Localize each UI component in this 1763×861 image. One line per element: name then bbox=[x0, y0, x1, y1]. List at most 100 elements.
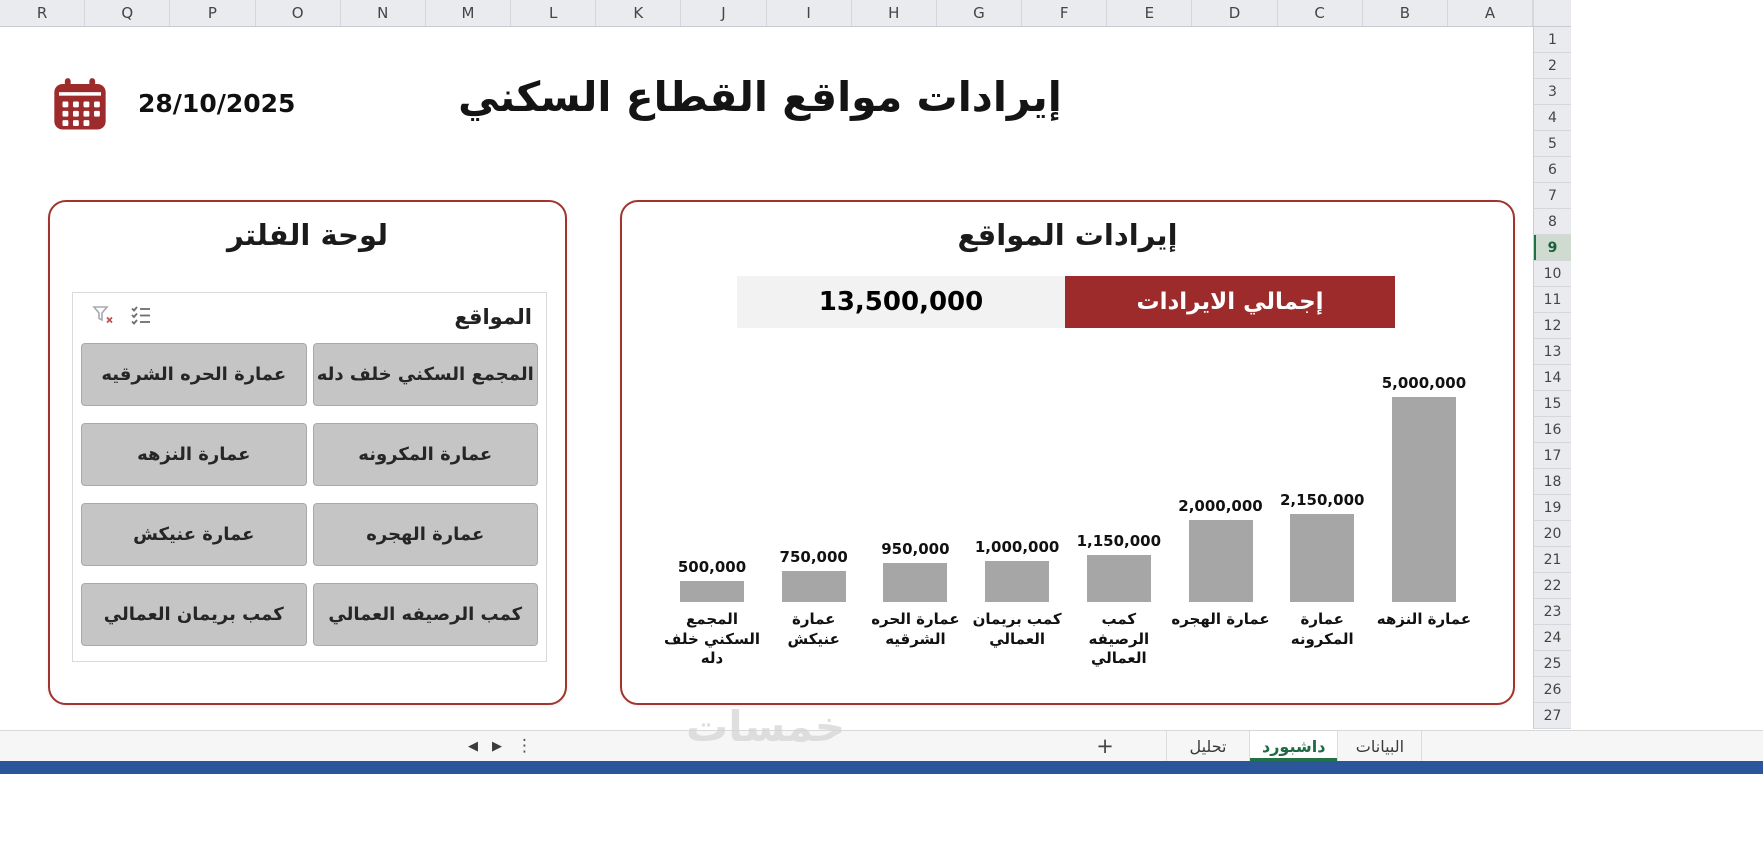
column-header-C[interactable]: C bbox=[1278, 0, 1363, 26]
bar-value-label: 1,150,000 bbox=[1076, 532, 1162, 550]
column-header-E[interactable]: E bbox=[1107, 0, 1193, 26]
slicer-button[interactable]: كمب بريمان العمالي bbox=[81, 583, 307, 646]
row-header-13[interactable]: 13 bbox=[1533, 339, 1571, 365]
bar-category-label: المجمع السكني خلف دله bbox=[663, 610, 761, 667]
column-header-P[interactable]: P bbox=[170, 0, 256, 26]
column-header-G[interactable]: G bbox=[937, 0, 1023, 26]
bar-rect bbox=[1086, 555, 1151, 602]
revenue-panel-title: إيرادات المواقع bbox=[957, 218, 1178, 252]
row-headers: 1 2 3 4 5 6 7 8 9 10 11 12 13 14 15 16 17 18 19 20 21 22 23 24 2… bbox=[1533, 27, 1571, 729]
row-header-17[interactable]: 17 bbox=[1533, 443, 1571, 469]
row-header-7[interactable]: 7 bbox=[1533, 183, 1571, 209]
column-header-B[interactable]: B bbox=[1363, 0, 1448, 26]
slicer-button[interactable]: عمارة الهجره bbox=[312, 503, 538, 566]
bottom-blue-bar bbox=[0, 761, 1763, 774]
row-header-22[interactable]: 22 bbox=[1533, 573, 1571, 599]
bar-slot-4: 1,150,000 bbox=[1069, 352, 1169, 602]
row-header-12[interactable]: 12 bbox=[1533, 313, 1571, 339]
bar-rect bbox=[781, 571, 846, 602]
row-header-25[interactable]: 25 bbox=[1533, 651, 1571, 677]
total-revenue-value: 13,500,000 bbox=[737, 276, 1065, 328]
row-header-1[interactable]: 1 bbox=[1533, 27, 1571, 53]
sheet-nav-group: ◀ ▶ ⋮ bbox=[468, 731, 533, 761]
bar-rect bbox=[883, 563, 948, 602]
sheet-tab[interactable]: تحليل bbox=[1166, 731, 1250, 761]
bar-slot-6: 2,150,000 bbox=[1272, 352, 1372, 602]
slicer-button[interactable]: عمارة النزهه bbox=[81, 423, 307, 486]
total-revenue-row: 13,500,000 إجمالي الايرادات bbox=[737, 276, 1395, 328]
slicer-button[interactable]: عمارة عنيكش bbox=[81, 503, 307, 566]
row-header-19[interactable]: 19 bbox=[1533, 495, 1571, 521]
filter-panel: لوحة الفلتر المواقع ال bbox=[48, 200, 567, 705]
bar-slot-1: 750,000 bbox=[764, 352, 864, 602]
column-header-K[interactable]: K bbox=[596, 0, 682, 26]
column-header-A[interactable]: A bbox=[1448, 0, 1534, 26]
filter-panel-title: لوحة الفلتر bbox=[226, 218, 389, 252]
row-header-2[interactable]: 2 bbox=[1533, 53, 1571, 79]
bar-category-label: عمارة المكرونه bbox=[1290, 610, 1354, 648]
worksheet-canvas[interactable]: 28/10/2025 إيرادات مواقع القطاع السكني ل… bbox=[0, 27, 1533, 730]
bar-category-label: كمب الرصيفه العمالي bbox=[1088, 610, 1150, 667]
sites-slicer: المواقع المجمع السكني خلف دله عمارة الحره… bbox=[72, 292, 547, 662]
bar-category-label: كمب بريمان العمالي bbox=[972, 610, 1062, 648]
column-header-F[interactable]: F bbox=[1022, 0, 1108, 26]
bar-chart-category-axis: المجمع السكني خلف دله عمارة عنيكش عمارة ال… bbox=[662, 610, 1474, 669]
row-header-27[interactable]: 27 bbox=[1533, 703, 1571, 729]
row-header-15[interactable]: 15 bbox=[1533, 391, 1571, 417]
bar-slot-5: 2,000,000 bbox=[1171, 352, 1271, 602]
row-header-10[interactable]: 10 bbox=[1533, 261, 1571, 287]
sheet-tab[interactable]: داشبورد bbox=[1250, 731, 1339, 761]
column-header-J[interactable]: J bbox=[681, 0, 767, 26]
column-header-D[interactable]: D bbox=[1192, 0, 1278, 26]
row-header-3[interactable]: 3 bbox=[1533, 79, 1571, 105]
row-header-5[interactable]: 5 bbox=[1533, 131, 1571, 157]
watermark: خمسات bbox=[686, 702, 846, 751]
row-header-14[interactable]: 14 bbox=[1533, 365, 1571, 391]
column-header-L[interactable]: L bbox=[511, 0, 597, 26]
add-sheet-button[interactable]: + bbox=[1096, 734, 1114, 758]
column-header-H[interactable]: H bbox=[852, 0, 937, 26]
sheet-tabs: تحليل داشبورد البيانات bbox=[1166, 731, 1423, 761]
row-header-8[interactable]: 8 bbox=[1533, 209, 1571, 235]
revenue-panel: إيرادات المواقع 13,500,000 إجمالي الايرا… bbox=[620, 200, 1515, 705]
sheet-prev-icon[interactable]: ◀ bbox=[468, 738, 478, 754]
sheet-next-icon[interactable]: ▶ bbox=[492, 738, 502, 754]
row-header-18[interactable]: 18 bbox=[1533, 469, 1571, 495]
column-header-I[interactable]: I bbox=[767, 0, 852, 26]
slicer-button[interactable]: كمب الرصيفه العمالي bbox=[312, 583, 538, 646]
total-revenue-label: إجمالي الايرادات bbox=[1065, 276, 1395, 328]
page-title: إيرادات مواقع القطاع السكني bbox=[458, 73, 1062, 121]
row-header-16[interactable]: 16 bbox=[1533, 417, 1571, 443]
column-header-M[interactable]: M bbox=[426, 0, 512, 26]
bar-category-label: عمارة الحره الشرقيه bbox=[871, 610, 960, 648]
column-header-N[interactable]: N bbox=[341, 0, 426, 26]
bar-category-label: عمارة النزهه bbox=[1376, 610, 1472, 628]
row-header-11[interactable]: 11 bbox=[1533, 287, 1571, 313]
clear-filter-icon[interactable] bbox=[91, 303, 115, 331]
sheet-tab[interactable]: البيانات bbox=[1338, 731, 1423, 761]
multi-select-icon[interactable] bbox=[129, 303, 153, 331]
row-header-4[interactable]: 4 bbox=[1533, 105, 1571, 131]
slicer-button[interactable]: عمارة الحره الشرقيه bbox=[81, 343, 307, 406]
column-header-O[interactable]: O bbox=[256, 0, 341, 26]
row-header-9[interactable]: 9 bbox=[1533, 235, 1571, 261]
slicer-button[interactable]: عمارة المكرونه bbox=[312, 423, 538, 486]
bar-slot-7: 5,000,000 bbox=[1374, 352, 1474, 602]
slicer-caption: المواقع bbox=[454, 305, 532, 329]
row-header-21[interactable]: 21 bbox=[1533, 547, 1571, 573]
row-header-26[interactable]: 26 bbox=[1533, 677, 1571, 703]
bar-value-label: 2,000,000 bbox=[1178, 497, 1263, 515]
row-header-24[interactable]: 24 bbox=[1533, 625, 1571, 651]
slicer-button[interactable]: المجمع السكني خلف دله bbox=[312, 343, 538, 406]
bar-slot-0: 500,000 bbox=[662, 352, 762, 602]
bar-rect bbox=[1188, 520, 1253, 602]
row-header-20[interactable]: 20 bbox=[1533, 521, 1571, 547]
column-header-R[interactable]: R bbox=[0, 0, 86, 26]
select-all-corner[interactable] bbox=[1533, 0, 1571, 27]
sheet-more-icon[interactable]: ⋮ bbox=[516, 736, 533, 756]
row-header-6[interactable]: 6 bbox=[1533, 157, 1571, 183]
column-header-Q[interactable]: Q bbox=[85, 0, 171, 26]
row-header-23[interactable]: 23 bbox=[1533, 599, 1571, 625]
